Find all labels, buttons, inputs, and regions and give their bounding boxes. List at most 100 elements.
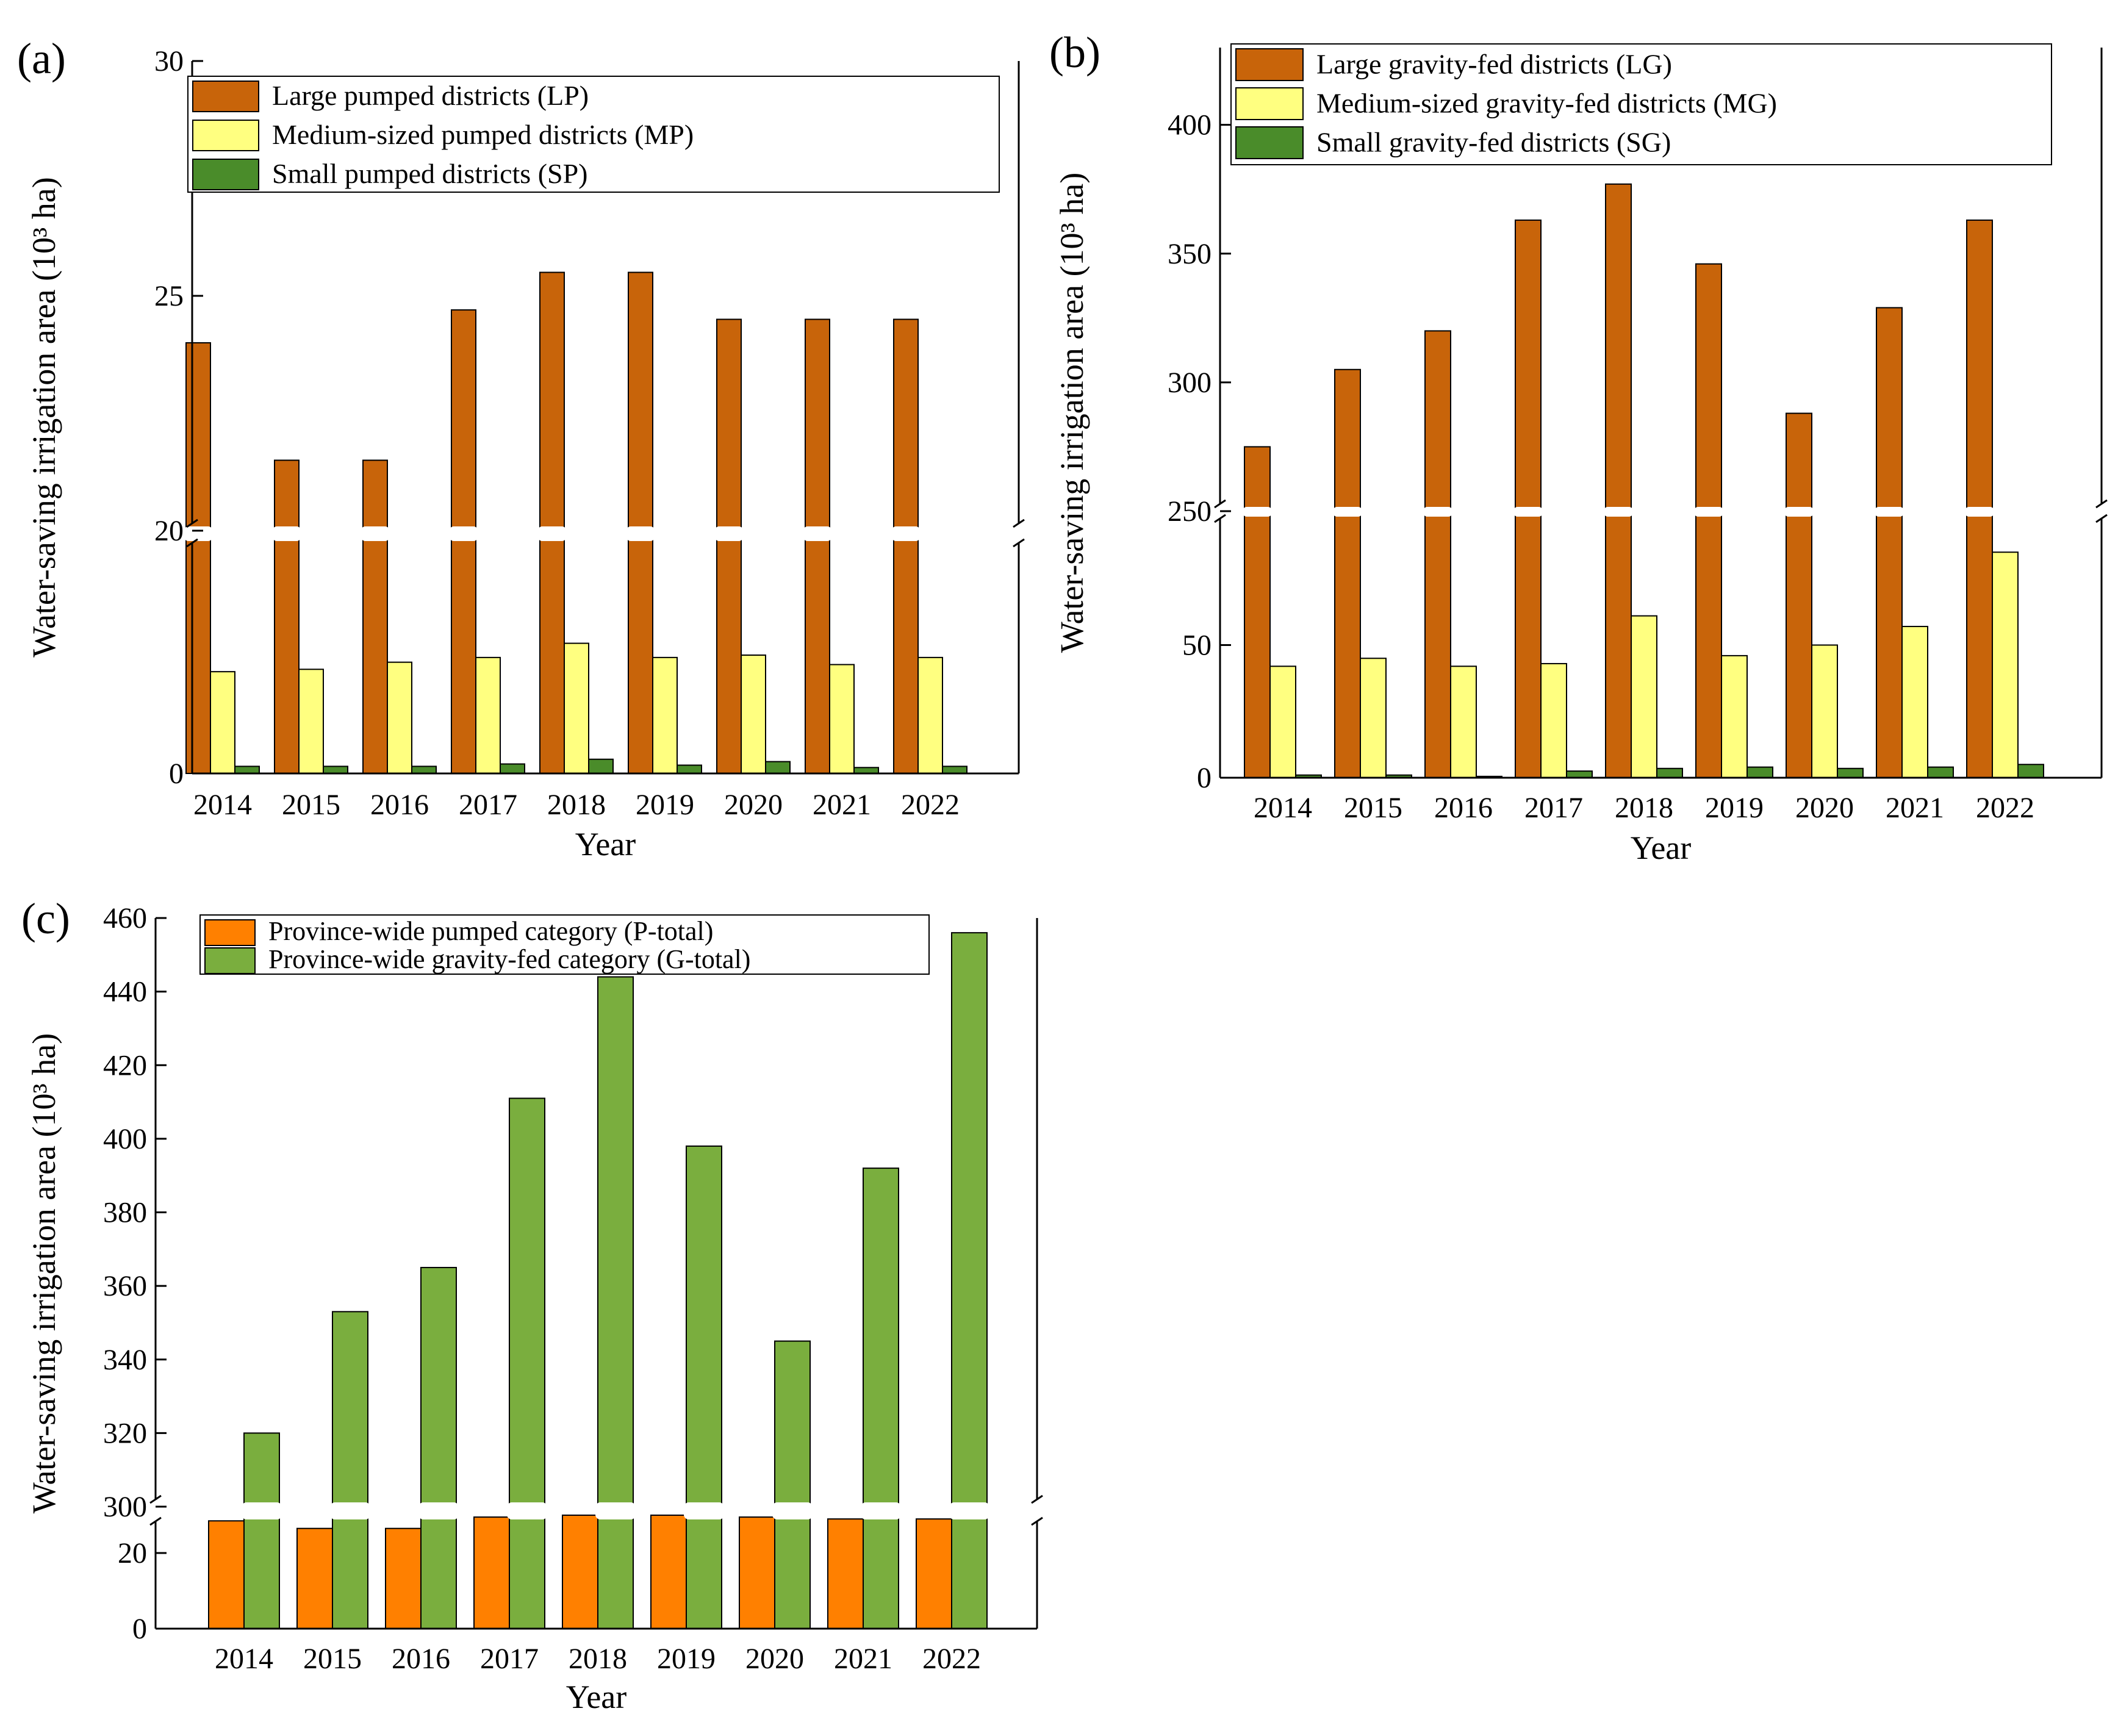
bar [739, 1516, 775, 1630]
legend-label: Province-wide pumped category (P-total) [268, 916, 713, 946]
bar [562, 1515, 598, 1629]
x-axis-title: Year [1631, 830, 1692, 866]
break-mark [1214, 499, 1226, 509]
axis-break-gap [418, 1502, 459, 1519]
bar [475, 656, 501, 774]
legend-label: Large gravity-fed districts (LG) [1316, 49, 1672, 80]
x-tick-label: 2016 [392, 1643, 450, 1675]
break-mark [1031, 1516, 1043, 1526]
legend-swatch [1235, 87, 1304, 120]
bar [1450, 665, 1477, 779]
axis-break-gap [626, 526, 655, 541]
bar [686, 1145, 722, 1629]
x-tick-label: 2020 [724, 789, 783, 821]
axis-break-gap [242, 1502, 282, 1519]
bar [1566, 770, 1593, 778]
bar [385, 1527, 422, 1629]
legend-swatch [192, 81, 259, 112]
legend-label: Small gravity-fed districts (SG) [1316, 127, 1671, 158]
bar [1656, 767, 1683, 779]
bar [829, 664, 855, 775]
x-tick-label: 2021 [813, 789, 871, 821]
bar [774, 1340, 811, 1629]
axis-break-gap [1964, 507, 1995, 517]
bar [208, 1520, 245, 1630]
axis-break-gap [803, 526, 832, 541]
y-axis-title: Water-saving irrigation area (10³ ha) [26, 1033, 62, 1513]
x-tick-label: 2019 [1705, 792, 1764, 824]
x-tick-label: 2014 [1254, 792, 1312, 824]
x-axis-title: Year [575, 826, 636, 863]
y-tick-label: 50 [1182, 629, 1212, 662]
y-tick-label: 25 [154, 280, 184, 312]
bar [650, 1515, 687, 1629]
legend-swatch [204, 947, 256, 974]
bar [1605, 183, 1632, 778]
y-tick-label: 360 [103, 1270, 147, 1302]
y-tick-label: 400 [103, 1123, 147, 1155]
bar [509, 1097, 545, 1629]
break-mark [149, 1516, 162, 1526]
y-tick-label: 440 [103, 976, 147, 1008]
axis-break-gap [330, 1502, 370, 1519]
axis-break-gap [1332, 507, 1363, 517]
axis-break-gap [184, 526, 213, 541]
bar [1334, 368, 1361, 778]
legend-swatch [192, 159, 259, 190]
bar [473, 1516, 510, 1630]
bar [332, 1311, 368, 1629]
axis-break-gap [537, 526, 567, 541]
axis-break-gap [507, 1502, 547, 1519]
x-tick-label: 2018 [1615, 792, 1673, 824]
axis-break-gap [361, 526, 390, 541]
bar [1927, 766, 1954, 778]
bar [298, 669, 324, 775]
legend-box [1230, 43, 2052, 165]
y-tick-label: 0 [169, 758, 184, 790]
x-tick-label: 2018 [569, 1643, 627, 1675]
bar [243, 1432, 280, 1629]
panel-c: 2014 2015 2016 2017 2018 2019 2020 2021 2022 300 3… [21, 894, 1043, 1715]
bar [765, 761, 791, 774]
axis-break-gap [272, 526, 301, 541]
bar [597, 976, 634, 1629]
y-tick-label: 460 [103, 902, 147, 934]
y-tick-label: 0 [132, 1613, 147, 1645]
bar [185, 342, 211, 774]
bar [387, 661, 412, 775]
x-tick-label: 2017 [459, 789, 517, 821]
y-tick-label: 300 [103, 1491, 147, 1523]
bar [1695, 263, 1722, 778]
break-mark [2095, 499, 2108, 509]
x-tick-label: 2019 [636, 789, 694, 821]
y-tick-label: 350 [1168, 238, 1212, 270]
x-tick-label: 2022 [922, 1643, 981, 1675]
axis-break-gap [1603, 507, 1634, 517]
y-axis-title: Water-saving irrigation area (10³ ha) [26, 177, 62, 657]
panel-a: 2014 2015 2016 2017 2018 2019 2020 2021 2022 20 25… [17, 34, 1025, 863]
bar [234, 766, 260, 774]
x-tick-label: 2022 [1976, 792, 2034, 824]
panel-b: 2014 2015 2016 2017 2018 2019 2020 2021 2022 250 3… [1049, 28, 2108, 866]
legend-label: Province-wide gravity-fed category (G-to… [268, 944, 750, 974]
break-mark [186, 538, 198, 548]
y-tick-label: 380 [103, 1197, 147, 1229]
x-tick-label: 2016 [1434, 792, 1493, 824]
x-tick-label: 2016 [370, 789, 429, 821]
axis-break-gap [772, 1502, 813, 1519]
bar [1540, 662, 1567, 778]
bar [411, 766, 437, 774]
bar [951, 932, 988, 1629]
bar [1966, 219, 1993, 778]
x-tick-label: 2015 [303, 1643, 362, 1675]
bar [1269, 665, 1296, 779]
x-tick-label: 2019 [657, 1643, 716, 1675]
x-tick-label: 2018 [547, 789, 606, 821]
legend-swatch [204, 919, 256, 946]
x-tick-label: 2017 [480, 1643, 539, 1675]
bar [677, 764, 702, 775]
y-tick-label: 400 [1168, 109, 1212, 142]
legend-swatch [192, 120, 259, 151]
axis-break-gap [684, 1502, 724, 1519]
panel-label: (a) [17, 34, 66, 83]
